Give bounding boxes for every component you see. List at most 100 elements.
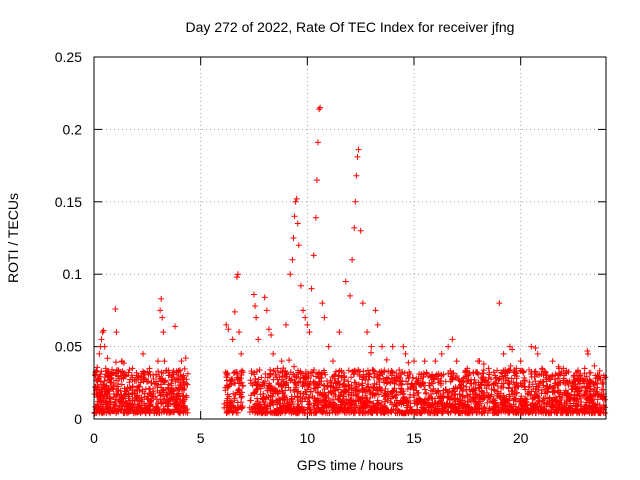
data-point [223, 321, 230, 328]
noise-point [400, 390, 407, 397]
noise-point [125, 402, 132, 409]
noise-point [480, 395, 487, 402]
noise-point [327, 379, 334, 386]
data-point [351, 224, 358, 231]
noise-point [382, 396, 389, 403]
data-point [308, 285, 315, 292]
data-point [255, 336, 262, 343]
noise-point [349, 397, 356, 404]
noise-point [293, 374, 300, 381]
noise-point [493, 410, 500, 417]
noise-point [362, 388, 369, 395]
noise-point [519, 380, 526, 387]
noise-point [97, 399, 104, 406]
y-tick-label: 0.1 [63, 266, 83, 282]
noise-point [366, 387, 373, 394]
noise-point [136, 397, 143, 404]
noise-point [574, 391, 581, 398]
noise-point [113, 377, 120, 384]
data-point [236, 329, 243, 336]
noise-point [438, 372, 445, 379]
noise-point [476, 385, 483, 392]
noise-point [170, 374, 177, 381]
noise-point [168, 394, 175, 401]
noise-point [105, 377, 112, 384]
noise-point [158, 381, 165, 388]
noise-point [526, 379, 533, 386]
noise-point [543, 407, 550, 414]
noise-point [169, 386, 176, 393]
data-point [449, 336, 456, 343]
noise-point [266, 370, 273, 377]
noise-point [351, 379, 358, 386]
noise-point [151, 409, 158, 416]
data-point [402, 350, 409, 357]
data-point [313, 177, 320, 184]
noise-point [315, 404, 322, 411]
y-tick-label: 0.05 [55, 339, 82, 355]
noise-point [140, 407, 147, 414]
noise-point [260, 390, 267, 397]
noise-point [352, 407, 359, 414]
noise-point [232, 380, 239, 387]
noise-point [126, 404, 133, 411]
data-point [105, 372, 112, 379]
noise-point [234, 376, 241, 383]
data-point [287, 271, 294, 278]
data-point [400, 343, 407, 350]
noise-point [440, 408, 447, 415]
noise-point [523, 398, 530, 405]
noise-point [115, 387, 122, 394]
data-point [534, 350, 541, 357]
data-point [374, 321, 381, 328]
noise-point [469, 410, 476, 417]
noise-point [587, 390, 594, 397]
data-point [182, 355, 189, 362]
noise-point [319, 370, 326, 377]
noise-point [376, 383, 383, 390]
noise-point [267, 392, 274, 399]
noise-point [584, 405, 591, 412]
noise-point [434, 410, 441, 417]
noise-point [151, 380, 158, 387]
noise-point [275, 407, 282, 414]
noise-point [116, 375, 123, 382]
noise-point [137, 410, 144, 417]
noise-point [514, 389, 521, 396]
noise-point [510, 379, 517, 386]
noise-point [387, 379, 394, 386]
noise-point [351, 370, 358, 377]
noise-point [500, 380, 507, 387]
noise-point [385, 375, 392, 382]
noise-point [298, 405, 305, 412]
noise-point [183, 380, 190, 387]
noise-point [452, 374, 459, 381]
noise-point [457, 396, 464, 403]
noise-point [272, 410, 279, 417]
noise-point [552, 397, 559, 404]
data-point [140, 350, 147, 357]
y-tick-label: 0 [74, 411, 82, 427]
noise-point [540, 410, 547, 417]
data-point [253, 314, 260, 321]
noise-point [388, 368, 395, 375]
data-point [123, 372, 129, 379]
noise-point [343, 399, 350, 406]
chart-title: Day 272 of 2022, Rate Of TEC Index for r… [186, 19, 515, 35]
noise-point [407, 403, 414, 410]
noise-point [352, 403, 359, 410]
noise-point [490, 369, 497, 376]
noise-point [306, 400, 313, 407]
noise-point [507, 403, 514, 410]
data-point [268, 332, 275, 339]
data-point [159, 314, 166, 321]
noise-point [333, 380, 340, 387]
data-point [445, 343, 452, 350]
noise-point [261, 404, 268, 411]
noise-point [555, 372, 562, 379]
noise-point [303, 391, 310, 398]
data-point [336, 329, 343, 336]
noise-point [149, 393, 156, 400]
noise-point [486, 371, 493, 378]
noise-point [472, 401, 479, 408]
